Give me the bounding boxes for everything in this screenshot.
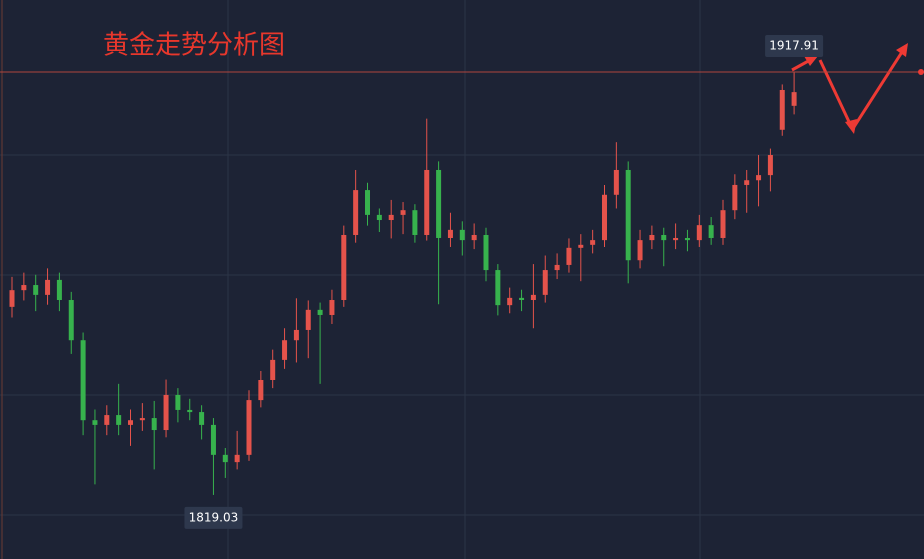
candle-body: [554, 264, 560, 271]
candle-body: [210, 424, 216, 455]
candle-body: [270, 359, 276, 380]
candle-body: [199, 412, 205, 425]
candle-body: [530, 294, 536, 301]
candle-body: [388, 214, 394, 221]
candle-body: [661, 234, 667, 241]
candle-body: [566, 247, 572, 265]
candle-body: [139, 418, 145, 421]
candle-body: [56, 279, 62, 301]
candle-body: [767, 155, 773, 176]
label-box: [184, 506, 243, 529]
candle-body: [590, 240, 596, 245]
label-box: [765, 34, 824, 57]
candle-body: [9, 290, 15, 307]
candle-body: [104, 415, 110, 425]
arrow: [818, 59, 853, 127]
candle-body: [151, 418, 157, 431]
candles: [9, 71, 797, 495]
candle-body: [542, 270, 548, 295]
candle-body: [625, 169, 631, 261]
candle-body: [578, 244, 584, 248]
candle-body: [459, 229, 465, 241]
candle-body: [175, 394, 181, 410]
candle-body: [424, 169, 430, 235]
high-dot: [918, 68, 924, 75]
candle-body: [720, 210, 726, 238]
arrow-head: [845, 119, 857, 134]
candle-body: [732, 184, 738, 211]
candle-body: [187, 409, 193, 413]
candle-body: [791, 92, 797, 106]
candle-body: [21, 285, 27, 291]
low-label: 1819.03: [189, 510, 239, 524]
candle-body: [708, 225, 714, 238]
candle-body: [222, 454, 228, 463]
candle-body: [68, 300, 74, 341]
arrow-head: [804, 56, 818, 66]
candle-body: [128, 420, 133, 425]
candle-body: [258, 379, 264, 401]
candle-body: [365, 190, 370, 215]
candle-body: [329, 300, 335, 315]
candle-body: [613, 169, 619, 195]
candle-body: [341, 234, 347, 301]
candle-body: [116, 415, 122, 425]
chart-title: 黄金走势分析图: [103, 31, 285, 61]
candle-body: [92, 420, 98, 425]
candle-body: [45, 279, 51, 295]
candle-body: [293, 329, 299, 341]
candle-body: [483, 234, 489, 271]
candle-body: [282, 340, 288, 360]
candle-body: [495, 270, 501, 306]
candle-body: [649, 234, 655, 241]
candle-body: [684, 237, 690, 241]
candle-body: [80, 340, 86, 421]
candle-body: [305, 309, 311, 330]
candle-body: [637, 240, 643, 261]
candle-body: [519, 297, 525, 301]
candle-body: [744, 180, 750, 185]
candle-body: [353, 190, 359, 235]
candle-body: [412, 210, 418, 235]
high-label: 1917.91: [769, 38, 819, 52]
candle-body: [246, 400, 252, 455]
candle-body: [471, 234, 477, 241]
arrow-head: [896, 43, 908, 57]
candle-body: [400, 210, 406, 215]
candle-body: [163, 394, 169, 431]
arrows: [791, 43, 908, 134]
candle-body: [756, 175, 762, 181]
candle-body: [673, 237, 679, 241]
candle-body: [234, 454, 240, 463]
candle-body: [33, 285, 39, 295]
candle-body: [436, 169, 442, 238]
candle-body: [696, 225, 702, 241]
candle-body: [507, 297, 513, 306]
arrow: [850, 51, 904, 131]
candle-body: [376, 214, 382, 221]
candle-body: [317, 309, 323, 315]
candle-body: [447, 229, 453, 238]
candle-body: [779, 89, 785, 130]
candle-body: [602, 194, 607, 241]
